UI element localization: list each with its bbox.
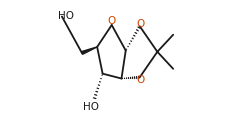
Text: O: O <box>107 16 115 26</box>
Text: HO: HO <box>83 102 99 112</box>
Text: O: O <box>136 19 144 29</box>
Text: O: O <box>136 75 144 85</box>
Text: HO: HO <box>57 11 73 21</box>
Polygon shape <box>81 47 97 54</box>
